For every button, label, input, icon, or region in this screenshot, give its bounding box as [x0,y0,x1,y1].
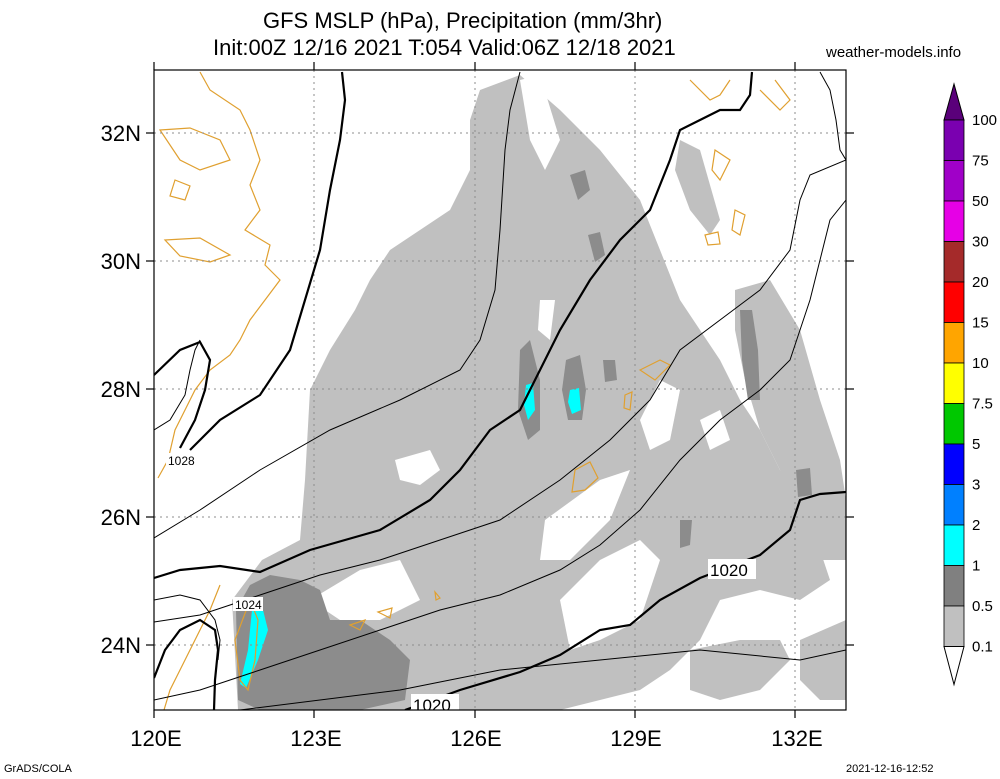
colorbar-label: 5 [972,436,980,453]
footer-software-credit: GrADS/COLA [4,763,72,775]
coast-china [157,71,281,479]
colorbar-swatch [943,362,965,404]
colorbar-swatch [943,605,965,647]
lat-label: 28N [101,377,141,402]
colorbar-swatch [943,322,965,364]
lon-labels: 120E 123E 126E 129E 132E [130,726,822,751]
colorbar-label: 100 [972,112,997,129]
colorbar-swatch [943,200,965,242]
isobar-label-1020-south: 1020 [413,696,451,715]
isobar-1028 [154,340,212,449]
colorbar-label: 1 [972,558,980,575]
chart-subtitle: Init:00Z 12/16 2021 T:054 Valid:06Z 12/1… [213,35,676,60]
coast-taiwan-west [163,584,221,710]
colorbar-bottom-arrow [943,646,965,687]
colorbar-label: 2 [972,517,980,534]
lon-label: 126E [450,726,501,751]
lat-label: 32N [101,121,141,146]
precip-ne-streak [675,140,720,235]
colorbar-label: 30 [972,234,989,251]
isobar-label-1024: 1024 [235,598,262,612]
graticule [154,70,846,710]
chart-title: GFS MSLP (hPa), Precipitation (mm/3hr) [263,8,663,33]
precip-mid-sw [236,575,410,710]
colorbar-swatch [943,443,965,485]
colorbar-label: 20 [972,274,989,291]
coast-japan [689,79,731,101]
map-content: 1028 1024 1020 1020 [154,70,846,715]
precip-far-east [800,620,846,700]
isobars-thin [154,71,846,710]
precip-1mm-areas [240,383,581,688]
isobar-label-1020-east: 1020 [710,561,748,580]
colorbar-label: 75 [972,153,989,170]
map-frame [153,69,847,711]
lon-label: 120E [130,726,181,751]
colorbar-label: 50 [972,193,989,210]
lon-label: 123E [290,726,341,751]
isobar-1020 [404,490,846,710]
colorbar-label: 7.5 [972,396,993,413]
colorbar-label: 0.1 [972,639,993,656]
colorbar-label: 10 [972,355,989,372]
precip-east-band [735,280,846,560]
colorbar-label: 3 [972,477,980,494]
colorbar-swatch [943,160,965,202]
colorbar-swatch [943,281,965,323]
colorbar-label: 15 [972,315,989,332]
isobar-1024 [154,71,754,580]
axis-ticks [146,62,854,718]
colorbar-swatch [943,484,965,526]
lon-label: 132E [771,726,822,751]
colorbar: 100 75 50 30 20 15 10 7.5 5 3 2 1 0.5 0.1 [943,82,997,687]
isobars-thick [154,71,846,710]
colorbar-swatch [943,524,965,566]
lon-label: 129E [610,726,661,751]
lat-label: 24N [101,633,141,658]
footer-timestamp: 2021-12-16-12:52 [846,763,934,775]
lat-label: 30N [101,249,141,274]
colorbar-swatch [943,241,965,283]
isobar-label-bg [166,453,756,710]
precip-se-blob [690,640,790,700]
colorbar-swatch [943,403,965,445]
colorbar-top-arrow [943,82,965,121]
coastlines [157,71,791,710]
lat-label: 26N [101,505,141,530]
colorbar-swatch [943,565,965,607]
isobar-label-1028: 1028 [168,454,195,468]
lat-labels: 32N 30N 28N 26N 24N [101,121,141,658]
colorbar-swatch [943,119,965,161]
colorbar-label: 0.5 [972,598,993,615]
site-credit: weather-models.info [826,44,962,61]
